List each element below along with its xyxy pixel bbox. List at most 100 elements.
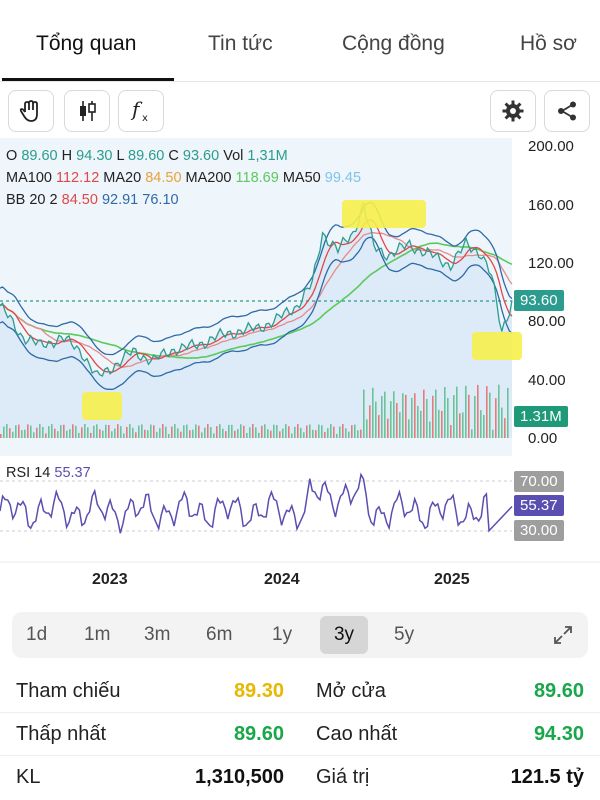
share-button[interactable]: [544, 90, 590, 132]
ma20-label: MA20: [103, 170, 142, 186]
ma20-value: 84.50: [145, 170, 182, 186]
volume-bar: [249, 427, 251, 438]
cao-nhat-label: Cao nhất: [316, 723, 398, 745]
thap-nhat-label: Thấp nhất: [16, 723, 107, 745]
volume-bar: [498, 384, 500, 438]
period-5y[interactable]: 5y: [394, 624, 415, 645]
volume-bar: [153, 425, 155, 438]
volume-bar: [96, 424, 98, 438]
chart-type-button[interactable]: [64, 90, 110, 132]
volume-bar: [9, 428, 11, 438]
volume-bar: [495, 398, 497, 438]
volume-bar: [57, 431, 59, 438]
volume-bar: [468, 394, 470, 438]
volume-bar: [195, 424, 197, 438]
volume-bar: [297, 424, 299, 438]
volume-bar: [474, 395, 476, 438]
open-value: 89.60: [21, 148, 58, 164]
volume-bar: [351, 425, 353, 438]
indicators-button[interactable]: f x: [118, 90, 164, 132]
rsi-line: [0, 472, 513, 534]
volume-bar: [477, 384, 479, 438]
ma200-line: [0, 242, 513, 359]
volume-bar: [45, 433, 47, 438]
volume-bar: [339, 426, 341, 438]
volume-bar: [39, 424, 41, 438]
ma-legend: MA100 112.12 MA20 84.50 MA200 118.69 MA5…: [6, 170, 361, 186]
volume-bar: [411, 397, 413, 438]
volume-bar: [60, 424, 62, 438]
volume-bar: [108, 425, 110, 438]
volume-bar: [315, 430, 317, 438]
volume-bar: [171, 426, 173, 438]
expand-icon[interactable]: [552, 624, 574, 646]
volume-bar: [354, 424, 356, 438]
volume-bar: [219, 424, 221, 438]
period-3y[interactable]: 3y: [320, 616, 368, 654]
rsi-label: RSI 14: [6, 465, 51, 481]
period-1y[interactable]: 1y: [272, 624, 293, 645]
volume-bar: [24, 429, 26, 438]
tab-ho-so[interactable]: Hồ sơ: [520, 32, 577, 55]
top-tabs: Tổng quan Tin tức Cộng đồng Hồ sơ: [0, 0, 600, 82]
volume-bar: [363, 389, 365, 438]
year-label: 2025: [434, 571, 470, 588]
volume-bar: [159, 428, 161, 438]
price-chart[interactable]: O 89.60 H 94.30 L 89.60 C 93.60 Vol 1,31…: [0, 138, 600, 600]
volume-value: 1,31M: [247, 148, 288, 164]
period-1d[interactable]: 1d: [26, 624, 48, 645]
volume-bar: [246, 432, 248, 438]
hand-tool-button[interactable]: [8, 90, 54, 132]
period-1m[interactable]: 1m: [84, 624, 111, 645]
volume-bar: [36, 427, 38, 438]
period-3m[interactable]: 3m: [144, 624, 171, 645]
volume-bar: [456, 386, 458, 438]
volume-bars: [0, 384, 509, 438]
rsi-value: 55.37: [54, 465, 91, 481]
price-axis-tick: 80.00: [528, 313, 566, 330]
candlestick-icon: [80, 101, 96, 121]
ma50-label: MA50: [282, 170, 321, 186]
volume-bar: [117, 424, 119, 438]
volume-bar: [471, 429, 473, 438]
volume-bar: [126, 426, 128, 438]
rsi-current-tag: 55.37: [514, 495, 564, 516]
rsi-legend: RSI 14 55.37: [6, 465, 91, 481]
ma100-label: MA100: [6, 170, 52, 186]
tab-cong-dong[interactable]: Cộng đồng: [342, 32, 445, 55]
volume-bar: [402, 393, 404, 438]
volume-bar: [444, 387, 446, 438]
volume-bar: [342, 424, 344, 438]
volume-bar: [177, 428, 179, 438]
tab-tong-quan[interactable]: Tổng quan: [36, 32, 137, 55]
bb-value-1: 84.50: [61, 192, 98, 208]
volume-bar: [333, 426, 335, 438]
volume-bar: [306, 425, 308, 438]
period-6m[interactable]: 6m: [206, 624, 233, 645]
share-icon: [558, 101, 576, 121]
volume-bar: [447, 397, 449, 438]
chart-canvas[interactable]: [0, 138, 600, 600]
volume-bar: [255, 427, 257, 438]
settings-button[interactable]: [490, 90, 536, 132]
volume-bar: [42, 426, 44, 438]
ma100-value: 112.12: [55, 170, 100, 186]
tab-tin-tuc[interactable]: Tin tức: [208, 32, 273, 55]
price-axis-tick: 0.00: [528, 430, 558, 447]
volume-bar: [321, 425, 323, 438]
volume-bar: [345, 428, 347, 438]
volume-bar: [462, 412, 464, 438]
volume-bar: [216, 426, 218, 438]
price-axis-tick: 120.00: [528, 255, 574, 272]
peak-highlight: [342, 200, 426, 228]
rsi-30-tag: 30.00: [514, 520, 564, 541]
volume-bar: [288, 426, 290, 438]
volume-bar: [450, 425, 452, 438]
volume-bar: [234, 430, 236, 438]
volume-bar: [390, 401, 392, 438]
volume-bar: [270, 430, 272, 438]
volume-bar: [162, 424, 164, 438]
volume-bar: [405, 394, 407, 438]
high-label: H: [61, 148, 73, 164]
volume-bar: [12, 431, 14, 438]
